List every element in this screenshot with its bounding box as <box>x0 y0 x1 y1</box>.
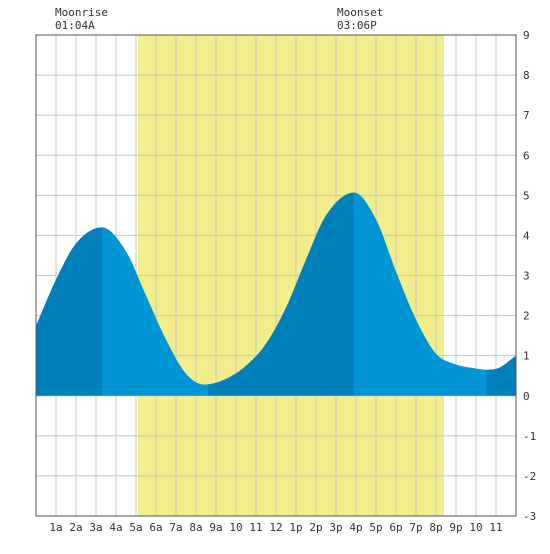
tide-area-rising <box>36 227 102 396</box>
x-tick-label: 11 <box>249 521 262 534</box>
x-tick-label: 5p <box>369 521 382 534</box>
x-tick-label: 5a <box>129 521 142 534</box>
tide-area-falling <box>354 192 486 396</box>
x-tick-label: 2a <box>69 521 82 534</box>
x-tick-label: 9p <box>449 521 462 534</box>
tide-area-rising <box>486 355 516 396</box>
x-tick-label: 3p <box>329 521 342 534</box>
x-tick-label: 7p <box>409 521 422 534</box>
y-tick-label: 8 <box>523 69 530 82</box>
y-tick-label: 7 <box>523 109 530 122</box>
y-tick-label: 0 <box>523 390 530 403</box>
y-tick-label: 6 <box>523 149 530 162</box>
x-tick-label: 7a <box>169 521 182 534</box>
x-tick-label: 4a <box>109 521 122 534</box>
x-tick-label: 1p <box>289 521 302 534</box>
moonrise-time: 01:04A <box>55 19 95 32</box>
x-tick-label: 8a <box>189 521 202 534</box>
y-tick-label: -1 <box>523 430 536 443</box>
x-tick-label: 8p <box>429 521 442 534</box>
y-tick-label: 4 <box>523 229 530 242</box>
x-tick-label: 10 <box>469 521 482 534</box>
y-tick-label: -3 <box>523 510 536 523</box>
grid-lines <box>36 34 516 517</box>
x-tick-label: 6a <box>149 521 162 534</box>
tide-area-group <box>36 192 516 396</box>
moonset-title: Moonset <box>337 6 384 19</box>
x-tick-label: 11 <box>489 521 502 534</box>
plot-border <box>35 34 517 517</box>
y-tick-label: 1 <box>523 350 530 363</box>
x-tick-label: 3a <box>89 521 102 534</box>
x-tick-label: 10 <box>229 521 242 534</box>
x-tick-label: 6p <box>389 521 402 534</box>
y-tick-label: -2 <box>523 470 536 483</box>
tide-area-falling <box>102 227 208 396</box>
y-tick-label: 9 <box>523 29 530 42</box>
x-tick-label: 4p <box>349 521 362 534</box>
y-tick-label: 5 <box>523 189 530 202</box>
x-tick-label: 1a <box>49 521 62 534</box>
moonrise-label: Moonrise 01:04A <box>55 6 108 32</box>
y-tick-label: 3 <box>523 270 530 283</box>
x-tick-label: 2p <box>309 521 322 534</box>
x-tick-label: 9a <box>209 521 222 534</box>
tide-area-rising <box>208 192 354 396</box>
moonrise-title: Moonrise <box>55 6 108 19</box>
x-tick-label: 12 <box>269 521 282 534</box>
moonset-time: 03:06P <box>337 19 377 32</box>
y-tick-label: 2 <box>523 310 530 323</box>
moonset-label: Moonset 03:06P <box>337 6 383 32</box>
